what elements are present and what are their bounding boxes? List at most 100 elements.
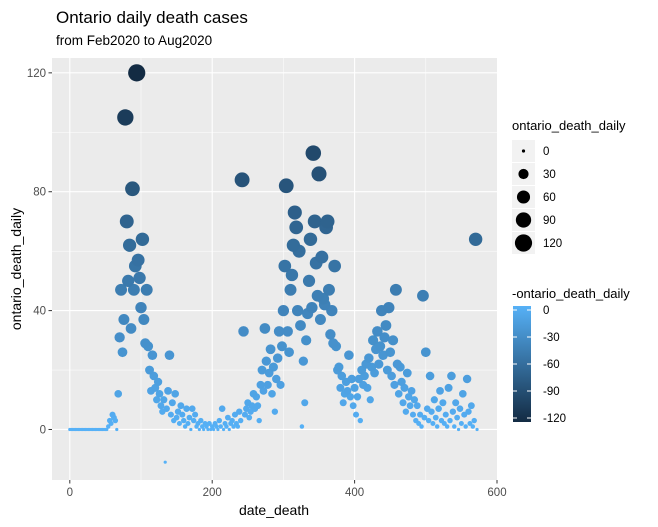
data-point — [311, 289, 324, 302]
data-point — [115, 283, 128, 296]
data-point — [465, 408, 472, 415]
chart-title: Ontario daily death cases — [56, 8, 248, 27]
data-point — [346, 393, 355, 401]
data-point — [425, 371, 435, 381]
data-point — [145, 365, 154, 375]
x-tick-label: 400 — [345, 487, 364, 499]
data-point — [468, 232, 483, 246]
data-point — [163, 460, 167, 464]
data-point — [173, 414, 180, 421]
data-point — [188, 405, 196, 412]
color-legend-label: -120 — [543, 413, 566, 425]
data-point — [417, 411, 424, 418]
data-point — [249, 390, 258, 398]
data-point — [456, 405, 464, 412]
size-legend-dot — [515, 212, 532, 228]
data-point — [421, 414, 428, 421]
data-point — [409, 411, 417, 418]
data-point — [277, 341, 287, 352]
data-point — [375, 341, 386, 352]
data-point — [383, 301, 395, 314]
data-point — [353, 393, 362, 401]
data-point — [284, 283, 297, 296]
data-point — [447, 417, 453, 424]
data-point — [379, 332, 390, 343]
data-point — [218, 405, 226, 412]
data-point — [425, 417, 432, 424]
data-point — [234, 172, 250, 188]
data-point — [452, 399, 460, 407]
data-point — [177, 402, 185, 410]
data-point — [394, 390, 403, 398]
data-point — [185, 421, 191, 427]
data-point — [343, 386, 352, 395]
data-point — [174, 408, 182, 415]
data-point — [387, 335, 399, 346]
data-point — [328, 338, 339, 349]
size-legend-dot — [516, 190, 531, 204]
data-point — [320, 214, 335, 229]
data-point — [147, 350, 158, 360]
data-point — [157, 402, 165, 410]
data-point — [114, 332, 125, 343]
chart-subtitle: from Feb2020 to Aug2020 — [56, 33, 212, 48]
data-point — [463, 424, 468, 429]
data-point — [222, 421, 228, 427]
data-point — [272, 353, 283, 363]
data-point — [444, 383, 453, 392]
data-point — [380, 320, 392, 331]
data-point — [328, 259, 341, 273]
data-point — [423, 405, 431, 412]
data-point — [336, 383, 345, 392]
data-point — [410, 396, 419, 404]
color-legend-label: 0 — [543, 305, 549, 317]
data-point — [397, 377, 406, 387]
data-point — [449, 408, 457, 415]
data-point — [261, 356, 271, 366]
data-point — [459, 390, 467, 398]
data-point — [471, 417, 477, 424]
data-point — [122, 238, 137, 252]
size-legend-label: 60 — [543, 192, 556, 204]
data-point — [295, 320, 306, 331]
size-legend: ontario_death_daily 0 30 60 90 120 — [512, 118, 626, 254]
data-point — [256, 380, 265, 389]
data-point — [301, 335, 312, 346]
data-point — [160, 396, 168, 404]
data-point — [289, 220, 304, 235]
data-point — [181, 417, 187, 424]
data-point — [119, 214, 134, 229]
data-point — [155, 390, 164, 398]
data-point — [307, 214, 322, 229]
data-point — [238, 326, 249, 337]
data-point — [199, 424, 205, 429]
color-legend-title: -ontario_death_daily — [512, 286, 630, 301]
data-point — [135, 232, 150, 246]
data-point — [470, 424, 476, 429]
data-point — [153, 396, 161, 404]
data-point — [259, 323, 271, 334]
data-point — [402, 408, 410, 415]
data-point — [430, 396, 438, 404]
size-legend-label: 30 — [543, 169, 556, 181]
data-point — [122, 274, 135, 288]
data-point — [339, 399, 347, 407]
data-point — [452, 424, 457, 429]
data-point — [344, 350, 354, 360]
color-legend: -ontario_death_daily 0 -30 -60 -90 -120 — [512, 286, 630, 425]
data-point — [206, 421, 212, 427]
data-point — [374, 359, 384, 369]
data-point — [140, 338, 151, 349]
data-point — [202, 421, 208, 427]
data-point — [190, 417, 197, 424]
data-point — [442, 411, 449, 418]
data-point — [263, 380, 272, 389]
y-tick-label: 40 — [33, 306, 46, 318]
data-point — [189, 427, 193, 432]
y-axis-label: ontario_death_daily — [8, 208, 24, 330]
size-legend-label: 120 — [543, 238, 562, 250]
data-point — [276, 380, 285, 389]
data-point — [435, 405, 442, 412]
x-tick-label: 200 — [203, 487, 222, 499]
